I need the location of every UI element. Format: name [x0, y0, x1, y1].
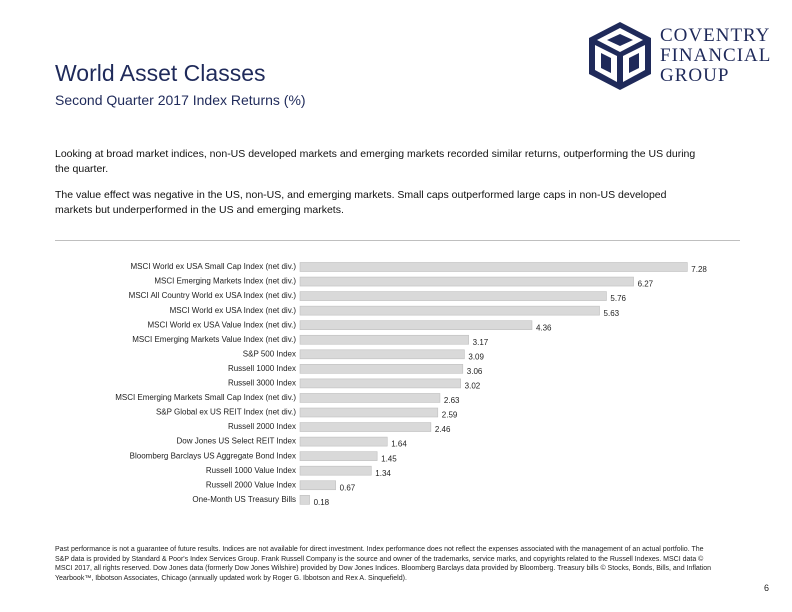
chart: MSCI World ex USA Small Cap Index (net d…	[115, 262, 707, 507]
category-label: MSCI All Country World ex USA Index (net…	[129, 291, 297, 300]
bar	[299, 334, 469, 345]
category-label: Bloomberg Barclays US Aggregate Bond Ind…	[130, 451, 296, 460]
bar	[299, 465, 372, 476]
logo-text: GROUP	[660, 65, 730, 86]
paragraph: The value effect was negative in the US,…	[55, 189, 667, 216]
category-label: Russell 2000 Index	[228, 422, 296, 431]
bar	[299, 393, 441, 403]
bar	[299, 451, 378, 461]
logo-text: COVENTRY	[660, 25, 771, 46]
category-label: Russell 1000 Value Index	[206, 466, 296, 475]
bar	[299, 436, 388, 447]
value-label: 6.27	[638, 280, 654, 289]
category-label: Russell 2000 Value Index	[206, 480, 296, 489]
bar	[299, 364, 464, 374]
bar	[299, 407, 439, 418]
category-label: MSCI Emerging Markets Value Index (net d…	[132, 335, 296, 344]
bar	[299, 378, 461, 389]
category-label: Russell 1000 Index	[228, 364, 296, 373]
value-label: 4.36	[536, 323, 552, 332]
value-label: 5.63	[604, 309, 620, 318]
logo-text: FINANCIAL	[660, 45, 772, 66]
category-label: Russell 3000 Index	[228, 379, 296, 388]
divider	[55, 240, 740, 241]
category-label: MSCI World ex USA Small Cap Index (net d…	[130, 262, 296, 271]
value-label: 3.06	[467, 367, 483, 376]
paragraph: Looking at broad market indices, non-US …	[55, 148, 696, 175]
bar	[299, 262, 688, 272]
bar	[299, 305, 600, 316]
value-label: 1.45	[381, 454, 397, 463]
value-label: 3.17	[473, 338, 489, 347]
category-label: MSCI Emerging Markets Index (net div.)	[154, 277, 296, 286]
value-label: 0.18	[314, 498, 330, 507]
category-label: One-Month US Treasury Bills	[192, 495, 296, 504]
title: World Asset Classes	[55, 60, 266, 86]
bar	[299, 422, 432, 432]
bar	[299, 349, 465, 360]
value-label: 2.46	[435, 425, 451, 434]
value-label: 5.76	[610, 294, 626, 303]
value-label: 2.59	[442, 411, 458, 420]
category-label: Dow Jones US Select REIT Index	[177, 437, 296, 446]
value-label: 3.09	[468, 352, 484, 361]
category-label: S&P 500 Index	[243, 349, 296, 358]
value-label: 1.34	[375, 469, 391, 478]
value-label: 0.67	[340, 483, 356, 492]
category-label: MSCI Emerging Markets Small Cap Index (n…	[115, 393, 296, 402]
value-label: 1.64	[391, 440, 407, 449]
category-label: MSCI World ex USA Value Index (net div.)	[147, 320, 296, 329]
value-label: 7.28	[691, 265, 707, 274]
subtitle: Second Quarter 2017 Index Returns (%)	[55, 92, 306, 108]
page-number: 6	[764, 583, 770, 593]
category-label: MSCI World ex USA Index (net div.)	[170, 306, 297, 315]
bar	[299, 291, 607, 301]
bar	[299, 320, 533, 330]
logo-mark	[589, 22, 651, 90]
category-label: S&P Global ex US REIT Index (net div.)	[156, 408, 296, 417]
bar	[299, 495, 310, 505]
footnote: Past performance is not a guarantee of f…	[55, 546, 712, 582]
bar	[299, 480, 336, 491]
bar	[299, 276, 634, 287]
value-label: 3.02	[465, 382, 481, 391]
value-label: 2.63	[444, 396, 460, 405]
